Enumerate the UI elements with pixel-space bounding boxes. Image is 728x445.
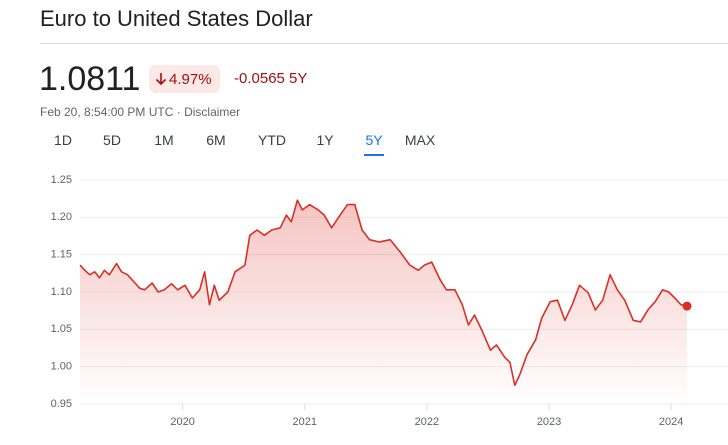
disclaimer-link[interactable]: Disclaimer — [184, 105, 241, 119]
x-tick-label: 2024 — [659, 416, 683, 428]
change-value: -0.0565 — [234, 70, 285, 87]
last-point — [682, 301, 692, 311]
x-tick-label: 2020 — [170, 416, 194, 428]
y-tick-label: 1.25 — [51, 174, 72, 186]
price: 1.0811 — [39, 60, 141, 98]
y-tick-label: 1.20 — [51, 211, 72, 223]
y-tick-label: 1.00 — [51, 361, 72, 373]
divider — [40, 43, 728, 44]
range-tab[interactable]: 5Y — [364, 132, 384, 156]
area-fill — [80, 200, 687, 404]
y-tick-label: 0.95 — [51, 398, 72, 410]
y-tick-label: 1.05 — [51, 323, 72, 335]
range-tab[interactable]: 6M — [206, 132, 226, 148]
range-tab[interactable]: 5D — [103, 132, 121, 148]
range-tab[interactable]: YTD — [258, 132, 286, 148]
change-percent: 4.97% — [169, 70, 212, 88]
range-tabs: 1D 5D 1M 6M YTD 1Y 5Y MAX — [40, 132, 440, 156]
change-badge: 4.97% — [149, 65, 220, 93]
change-period: 5Y — [289, 70, 308, 87]
timestamp: Feb 20, 8:54:00 PM UTC — [40, 105, 174, 119]
range-tab[interactable]: 1M — [154, 132, 174, 148]
price-line — [79, 199, 688, 387]
x-tick-label: 2022 — [415, 416, 439, 428]
y-tick-label: 1.15 — [51, 249, 72, 261]
page-title: Euro to United States Dollar — [40, 6, 313, 31]
range-tab[interactable]: 1D — [54, 132, 72, 148]
down-arrow-icon — [155, 73, 167, 86]
x-tick-label: 2023 — [537, 416, 561, 428]
range-tab[interactable]: MAX — [404, 132, 436, 148]
timestamp-line: Feb 20, 8:54:00 PM UTC · Disclaimer — [40, 105, 241, 119]
change: -0.0565 5Y — [234, 70, 307, 87]
x-tick-label: 2021 — [292, 416, 316, 428]
range-tab[interactable]: 1Y — [316, 132, 334, 148]
y-tick-label: 1.10 — [51, 286, 72, 298]
